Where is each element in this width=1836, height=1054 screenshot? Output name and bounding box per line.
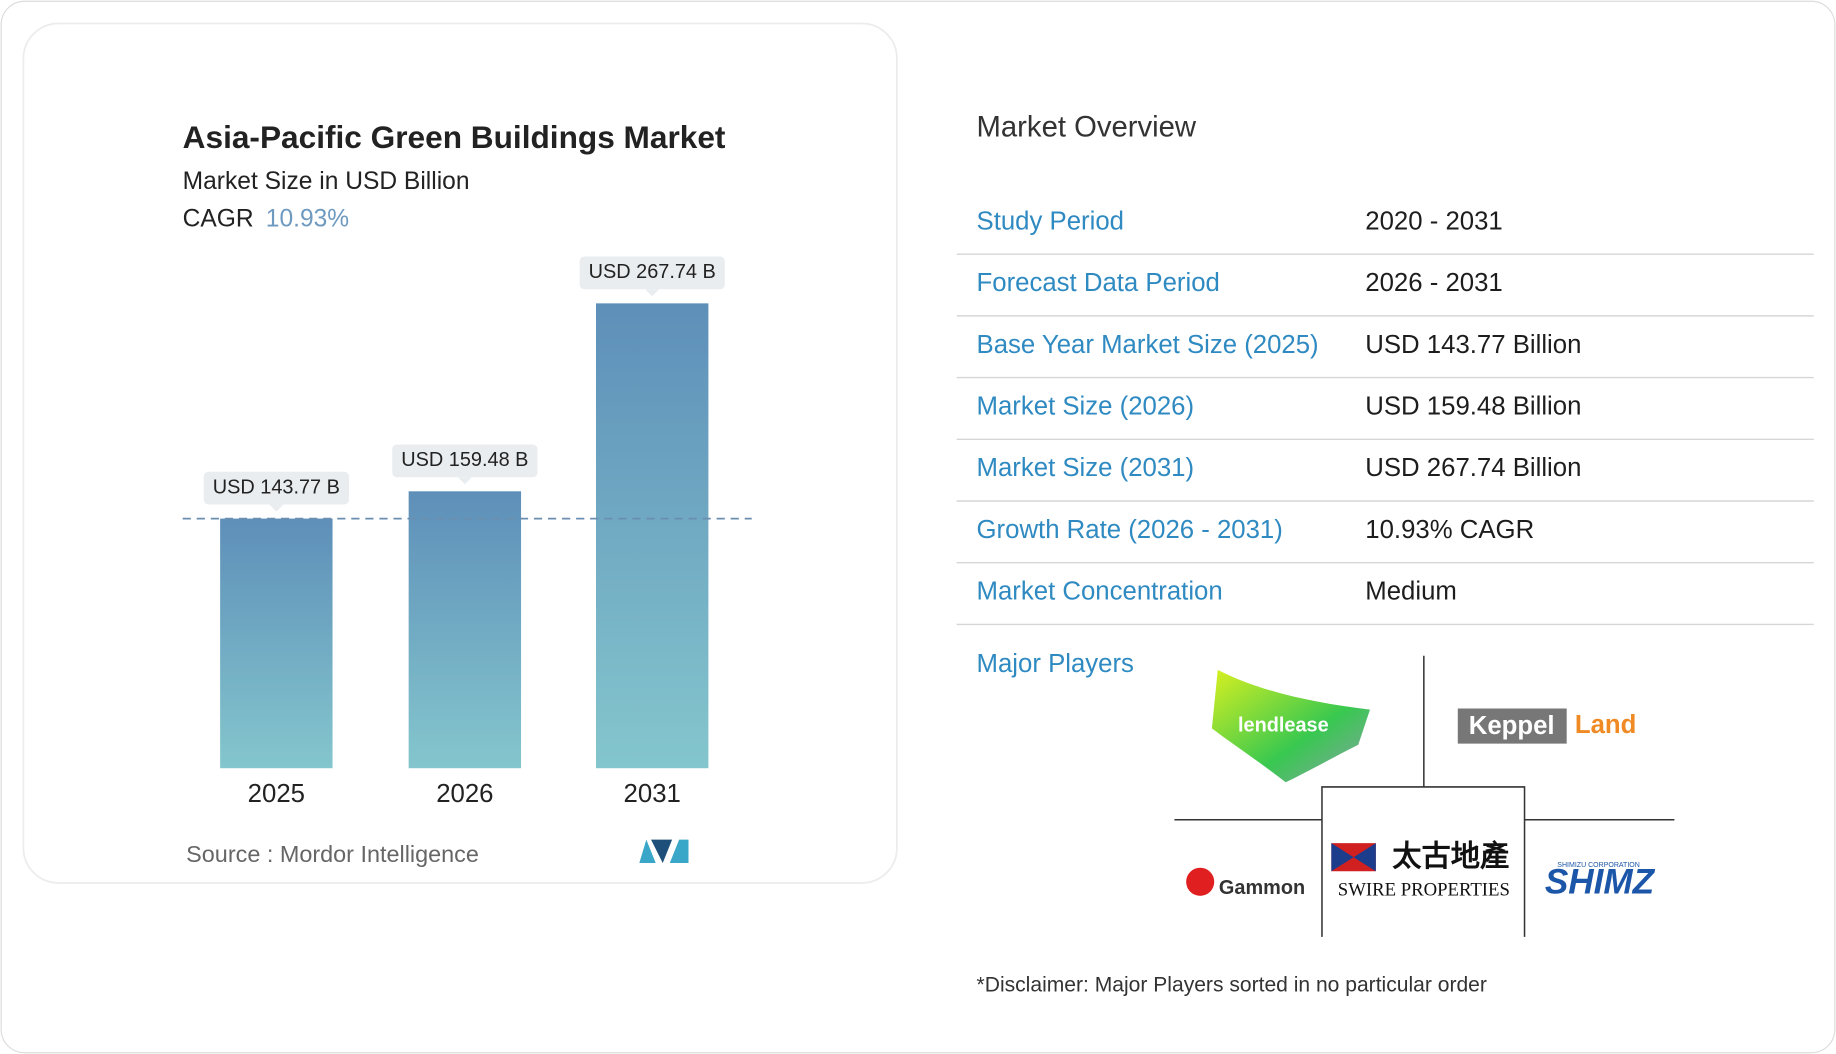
row-value: USD 159.48 Billion xyxy=(1365,392,1581,420)
value-label-box xyxy=(579,256,725,290)
row-value: Medium xyxy=(1365,578,1457,606)
bar xyxy=(220,518,333,769)
x-tick-label: 2026 xyxy=(436,780,493,808)
value-label: USD 267.74 B xyxy=(589,261,716,283)
major-players-label: Major Players xyxy=(977,650,1134,678)
disclaimer: *Disclaimer: Major Players sorted in no … xyxy=(977,974,1487,997)
row-label: Market Concentration xyxy=(977,578,1223,606)
shimizu-logo: SHIMIZU CORPORATION SHIMZ xyxy=(1545,862,1656,901)
value-label-box xyxy=(392,444,538,478)
x-tick-label: 2025 xyxy=(248,780,305,808)
row-label: Forecast Data Period xyxy=(977,269,1220,297)
keppel-text: Keppel xyxy=(1469,712,1555,740)
keppel-logo: Keppel Land xyxy=(1457,708,1637,744)
cagr-label: CAGR xyxy=(183,206,254,233)
row-value: 2026 - 2031 xyxy=(1365,269,1502,297)
lendlease-logo: lendlease xyxy=(1211,669,1370,783)
swire-cn: 太古地產 xyxy=(1392,839,1509,873)
gammon-text: Gammon xyxy=(1219,877,1305,899)
value-label-pointer xyxy=(269,504,284,512)
gammon-logo: Gammon xyxy=(1186,867,1305,899)
chart-title: Asia-Pacific Green Buildings Market xyxy=(183,119,726,155)
row-value: USD 143.77 Billion xyxy=(1365,331,1581,359)
value-label-box xyxy=(203,471,349,505)
swire-en: SWIRE PROPERTIES xyxy=(1338,879,1510,900)
row-label: Market Size (2026) xyxy=(977,392,1195,420)
mordor-logo xyxy=(639,839,689,864)
row-value: USD 267.74 Billion xyxy=(1365,454,1581,482)
row-label: Study Period xyxy=(977,207,1124,235)
bar xyxy=(408,491,522,769)
player-grid xyxy=(1174,655,1675,937)
shimizu-text: SHIMZ xyxy=(1545,862,1656,901)
swire-logo: 太古地產 SWIRE PROPERTIES xyxy=(1331,839,1510,900)
x-tick-label: 2031 xyxy=(624,780,681,808)
row-label: Base Year Market Size (2025) xyxy=(977,331,1319,359)
lendlease-text: lendlease xyxy=(1238,714,1329,736)
overview-table: Study Period 2020 - 2031 Forecast Data Per… xyxy=(956,207,1814,626)
source: Source : Mordor Intelligence xyxy=(186,841,479,867)
chart-subtitle: Market Size in USD Billion xyxy=(183,168,470,195)
row-value: 2020 - 2031 xyxy=(1365,207,1502,235)
cagr-value: 10.93% xyxy=(266,206,349,233)
value-label: USD 159.48 B xyxy=(401,449,528,471)
value-label: USD 143.77 B xyxy=(213,476,340,498)
row-value: 10.93% CAGR xyxy=(1365,516,1534,544)
bar xyxy=(595,303,709,769)
value-label-pointer xyxy=(457,477,472,485)
row-label: Market Size (2031) xyxy=(977,454,1195,482)
value-label-pointer xyxy=(645,289,660,297)
shimizu-small: SHIMIZU CORPORATION xyxy=(1557,862,1640,869)
bar-chart: USD 143.77 B 2025 USD 159.48 B 2026 USD 267.… xyxy=(182,256,752,808)
overview-title: Market Overview xyxy=(977,112,1197,144)
land-text: Land xyxy=(1575,711,1637,739)
row-label: Growth Rate (2026 - 2031) xyxy=(977,516,1283,544)
